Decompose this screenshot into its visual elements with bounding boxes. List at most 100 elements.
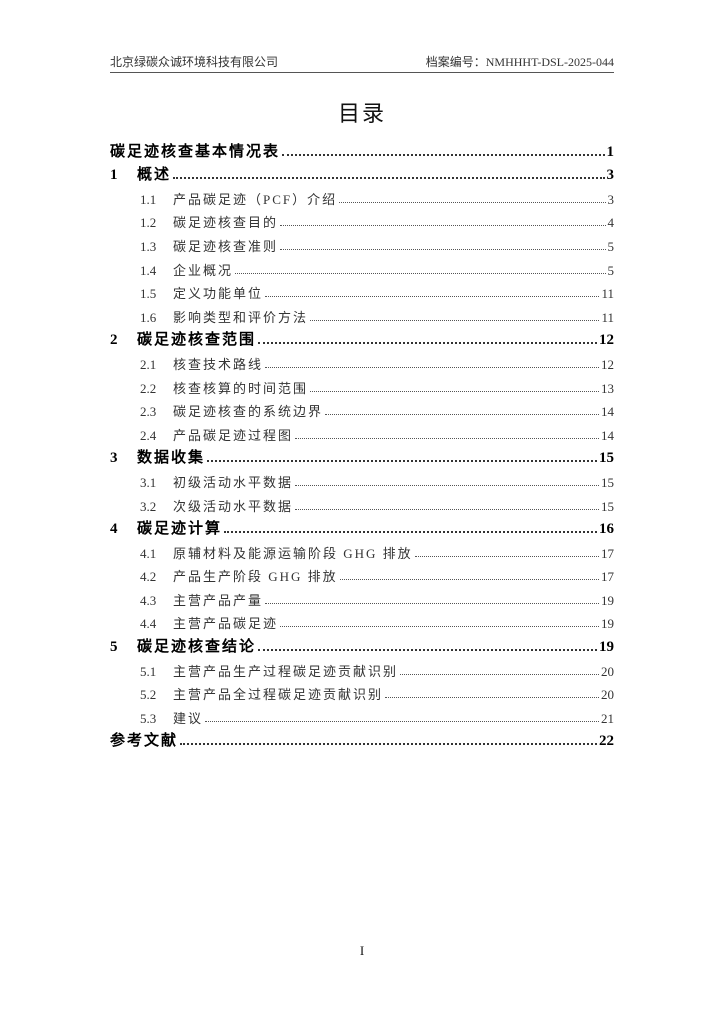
- toc-entry[interactable]: 1.5 定义功能单位 11: [110, 279, 614, 303]
- toc-text: 概述: [137, 167, 172, 184]
- toc-entry[interactable]: 3.2 次级活动水平数据 15: [110, 491, 614, 515]
- toc-page: 14: [601, 427, 614, 443]
- toc-text: 核查核算的时间范围: [173, 380, 309, 396]
- toc-entry[interactable]: 5.3 建议 21: [110, 703, 614, 727]
- dot-leader: [235, 272, 606, 274]
- toc-entry[interactable]: 1.3 碳足迹核查准则 5: [110, 231, 614, 255]
- toc-page: 11: [601, 309, 614, 325]
- toc-entry[interactable]: 3 数据收集 15: [110, 444, 614, 468]
- toc-text: 主营产品全过程碳足迹贡献识别: [173, 687, 384, 703]
- toc-entry[interactable]: 2.4 产品碳足迹过程图 14: [110, 420, 614, 444]
- toc-entry[interactable]: 4.3 主营产品产量 19: [110, 585, 614, 609]
- toc-text: 次级活动水平数据: [173, 498, 294, 514]
- page-number: I: [359, 943, 365, 958]
- toc-number: 3.1: [140, 474, 157, 490]
- toc-text: 产品碳足迹（PCF）介绍: [173, 191, 338, 207]
- dot-leader: [280, 626, 599, 628]
- toc-text: 建议: [173, 710, 204, 726]
- toc-entry[interactable]: 参考文献 22: [110, 727, 614, 751]
- toc-number: 1.3: [140, 238, 157, 254]
- toc-number: 1.5: [140, 286, 157, 302]
- toc-number: 1.1: [140, 191, 157, 207]
- toc-number: 5.3: [140, 710, 157, 726]
- toc-entry[interactable]: 碳足迹核查基本情况表 1: [110, 137, 614, 161]
- toc-text: 核查技术路线: [173, 356, 264, 372]
- table-of-contents: 碳足迹核查基本情况表 1 1 概述 3 1.1 产品碳足迹（PCF）介绍 3 1.2 碳足迹核查目…: [110, 137, 614, 750]
- toc-text: 原辅材料及能源运输阶段 GHG 排放: [173, 545, 413, 561]
- toc-text: 主营产品生产过程碳足迹贡献识别: [173, 663, 399, 679]
- toc-number: 1: [110, 167, 118, 184]
- toc-page: 15: [601, 474, 614, 490]
- dot-leader: [280, 248, 606, 250]
- toc-page: 22: [599, 733, 614, 750]
- dot-leader: [385, 697, 599, 699]
- dot-leader: [310, 319, 600, 321]
- toc-number: 2.4: [140, 427, 157, 443]
- toc-page: 15: [599, 450, 614, 467]
- dot-leader: [295, 437, 599, 439]
- toc-entry[interactable]: 4.2 产品生产阶段 GHG 排放 17: [110, 562, 614, 586]
- dot-leader: [207, 460, 597, 463]
- toc-entry[interactable]: 4.4 主营产品碳足迹 19: [110, 609, 614, 633]
- toc-entry[interactable]: 2.2 核查核算的时间范围 13: [110, 373, 614, 397]
- toc-entry[interactable]: 1.6 影响类型和评价方法 11: [110, 302, 614, 326]
- dot-leader: [295, 484, 599, 486]
- dot-leader: [280, 225, 606, 227]
- toc-page: 17: [601, 569, 614, 585]
- toc-text: 碳足迹核查基本情况表: [110, 143, 281, 160]
- toc-text: 产品生产阶段 GHG 排放: [173, 569, 338, 585]
- toc-page: 15: [601, 498, 614, 514]
- toc-entry[interactable]: 5.1 主营产品生产过程碳足迹贡献识别 20: [110, 656, 614, 680]
- toc-page: 5: [607, 262, 615, 278]
- toc-text: 碳足迹核查准则: [173, 238, 279, 254]
- toc-page: 5: [607, 238, 615, 254]
- toc-number: 3: [110, 450, 118, 467]
- toc-page: 16: [599, 521, 614, 538]
- toc-page: 20: [601, 663, 614, 679]
- toc-page: 4: [607, 215, 615, 231]
- toc-entry[interactable]: 4.1 原辅材料及能源运输阶段 GHG 排放 17: [110, 538, 614, 562]
- toc-entry[interactable]: 2.3 碳足迹核查的系统边界 14: [110, 397, 614, 421]
- dot-leader: [224, 531, 597, 534]
- toc-entry[interactable]: 5 碳足迹核查结论 19: [110, 632, 614, 656]
- toc-number: 2.1: [140, 356, 157, 372]
- toc-number: 3.2: [140, 498, 157, 514]
- toc-entry[interactable]: 1.1 产品碳足迹（PCF）介绍 3: [110, 184, 614, 208]
- toc-number: 5: [110, 639, 118, 656]
- dot-leader: [339, 201, 606, 203]
- dot-leader: [400, 673, 599, 675]
- toc-page: 13: [601, 380, 614, 396]
- dot-leader: [173, 177, 605, 180]
- toc-number: 4.1: [140, 545, 157, 561]
- dot-leader: [265, 296, 600, 298]
- dot-leader: [325, 414, 599, 416]
- dot-leader: [295, 508, 599, 510]
- toc-text: 影响类型和评价方法: [173, 309, 309, 325]
- toc-entry[interactable]: 2.1 核查技术路线 12: [110, 349, 614, 373]
- toc-number: 2.3: [140, 404, 157, 420]
- toc-entry[interactable]: 4 碳足迹计算 16: [110, 515, 614, 539]
- toc-page: 12: [599, 332, 614, 349]
- toc-entry[interactable]: 1.4 企业概况 5: [110, 255, 614, 279]
- dot-leader: [205, 720, 599, 722]
- dot-leader: [258, 342, 597, 345]
- toc-entry[interactable]: 2 碳足迹核查范围 12: [110, 326, 614, 350]
- toc-page: 19: [601, 592, 614, 608]
- toc-entry[interactable]: 1 概述 3: [110, 161, 614, 185]
- toc-entry[interactable]: 1.2 碳足迹核查目的 4: [110, 208, 614, 232]
- toc-number: 4: [110, 521, 118, 538]
- toc-number: 4.3: [140, 592, 157, 608]
- toc-number: 2.2: [140, 380, 157, 396]
- dot-leader: [339, 579, 599, 581]
- toc-entry[interactable]: 5.2 主营产品全过程碳足迹贡献识别 20: [110, 680, 614, 704]
- company-name: 北京绿碳众诚环境科技有限公司: [110, 55, 279, 69]
- toc-text: 定义功能单位: [173, 286, 264, 302]
- toc-text: 参考文献: [110, 733, 179, 750]
- page-header: 北京绿碳众诚环境科技有限公司 档案编号：NMHHHT-DSL-2025-044: [110, 50, 614, 73]
- toc-entry[interactable]: 3.1 初级活动水平数据 15: [110, 467, 614, 491]
- toc-text: 碳足迹核查的系统边界: [173, 404, 324, 420]
- archive-number: 档案编号：NMHHHT-DSL-2025-044: [425, 55, 614, 69]
- toc-number: 1.4: [140, 262, 157, 278]
- toc-number: 5.2: [140, 687, 157, 703]
- toc-page: 19: [601, 616, 614, 632]
